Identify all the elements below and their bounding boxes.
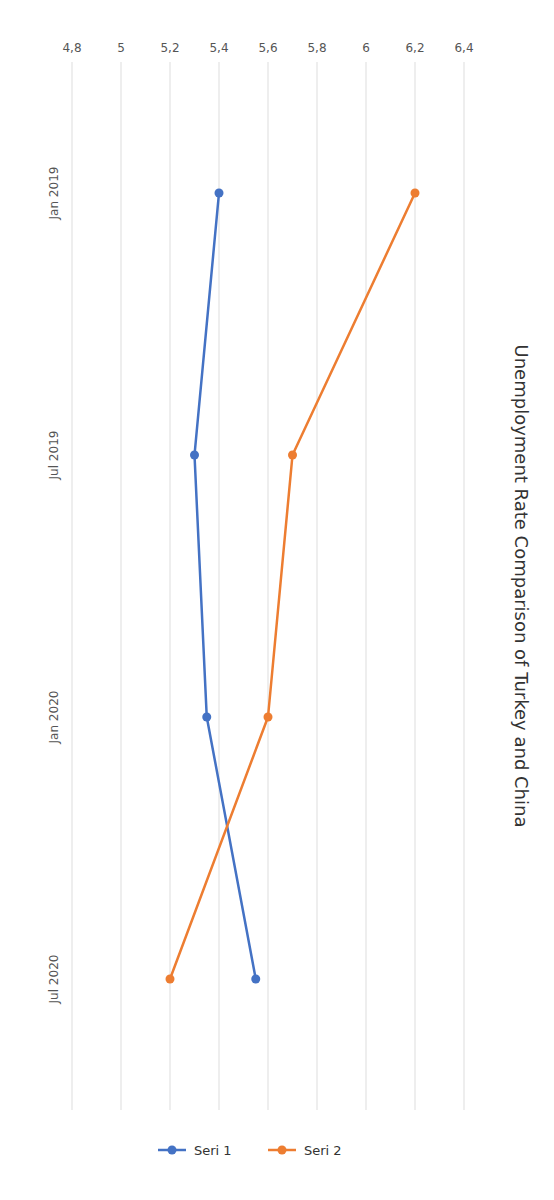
grid-line: [268, 62, 269, 1110]
grid-line: [415, 62, 416, 1110]
series: [190, 189, 260, 984]
category-axis: Jan 2019 Jul 2019 Jan 2020 Jul 2020: [47, 167, 61, 1005]
tick-label: 5,4: [209, 41, 228, 55]
value-axis: 4,8 5 5,2 5,4 5,6 5,8 6 6,2 6,4: [62, 41, 473, 55]
legend-label: Seri 2: [304, 1143, 342, 1158]
line: [170, 193, 415, 979]
legend-label: Seri 1: [194, 1143, 232, 1158]
line: [195, 193, 256, 979]
plot-area: [72, 62, 464, 1110]
point: [190, 451, 199, 460]
grid-line: [317, 62, 318, 1110]
tick-label: 6: [362, 41, 370, 55]
point: [411, 189, 420, 198]
category-label: Jan 2020: [47, 691, 61, 745]
category-label: Jul 2019: [47, 431, 61, 481]
chart: 4,855,25,45,65,866,26,4Jan 2019Jul 2019J…: [0, 0, 554, 1200]
point: [264, 713, 273, 722]
tick-label: 6,2: [405, 41, 424, 55]
tick-label: 6,4: [454, 41, 473, 55]
point: [166, 975, 175, 984]
point: [202, 713, 211, 722]
point: [288, 451, 297, 460]
point: [215, 189, 224, 198]
legend: Seri 1 Seri 2: [158, 1143, 342, 1158]
series: [166, 189, 420, 984]
legend-marker: [278, 1146, 287, 1155]
marks: [166, 189, 420, 984]
tick-label: 5,2: [160, 41, 179, 55]
grid: [72, 62, 464, 1110]
tick-label: 4,8: [62, 41, 81, 55]
tick-label: 5: [117, 41, 125, 55]
tick-label: 5,8: [307, 41, 326, 55]
title: Unemployment Rate Comparison of Turkey a…: [511, 345, 532, 828]
legend-marker: [168, 1146, 177, 1155]
grid-line: [464, 62, 465, 1110]
grid-line: [219, 62, 220, 1110]
point: [251, 975, 260, 984]
grid-line: [366, 62, 367, 1110]
category-label: Jan 2019: [47, 167, 61, 221]
grid-line: [121, 62, 122, 1110]
category-label: Jul 2020: [47, 955, 61, 1005]
tick-label: 5,6: [258, 41, 277, 55]
grid-line: [72, 62, 73, 1110]
grid-line: [170, 62, 171, 1110]
